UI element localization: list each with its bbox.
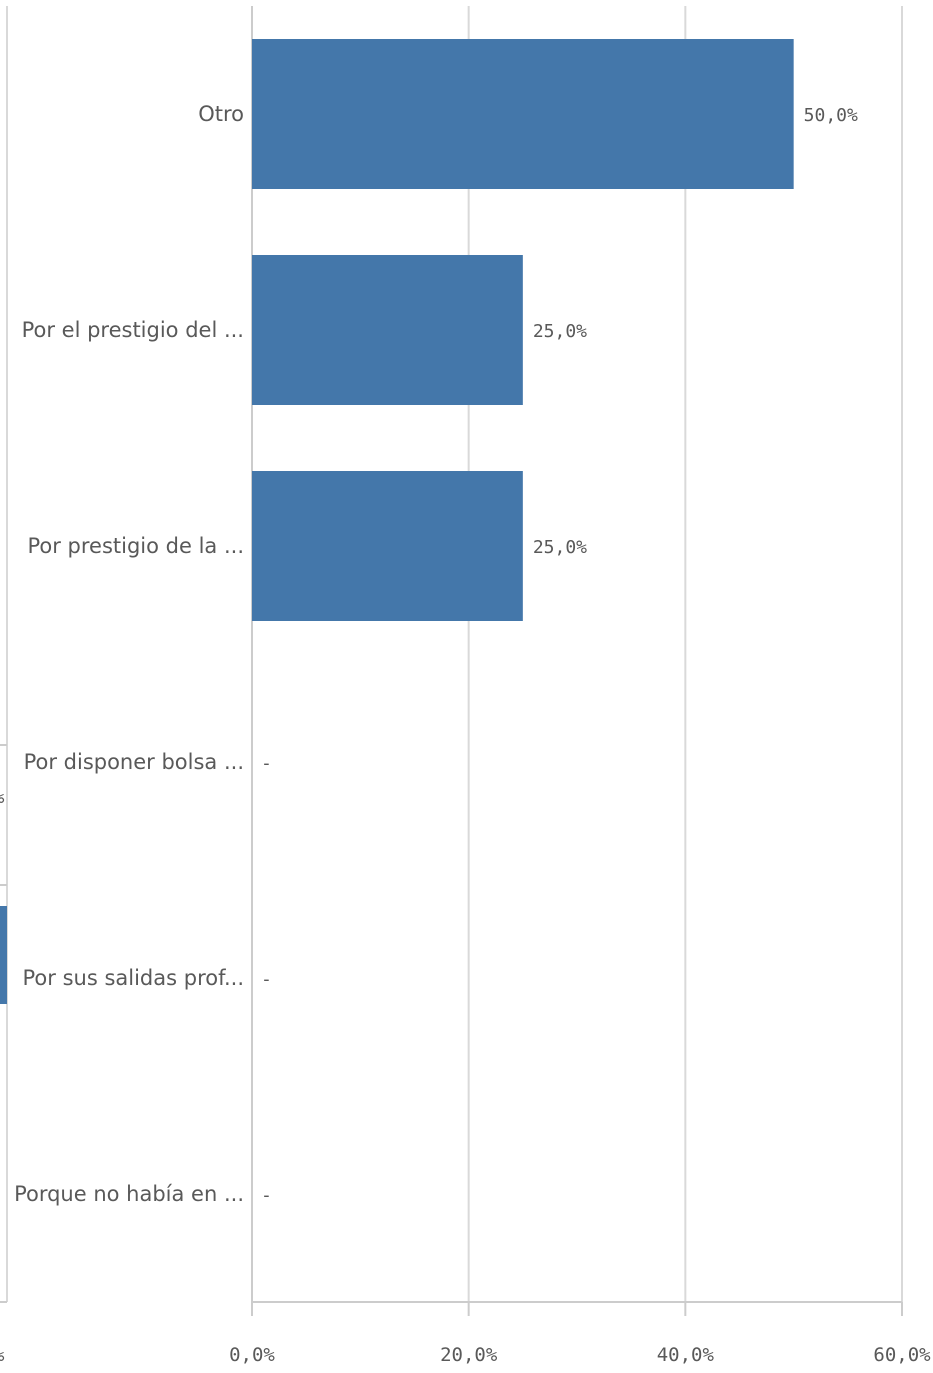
- gridlines: [251, 6, 903, 1316]
- x-tick-labels: 0,0% 20,0% 40,0% 60,0%: [229, 1344, 931, 1366]
- data-label: -: [261, 753, 272, 774]
- bars: [252, 39, 794, 621]
- category-label: Por disponer bolsa ...: [24, 750, 244, 774]
- category-label: Porque no había en ...: [14, 1182, 244, 1206]
- data-labels: 50,0% 25,0% 25,0% - - -: [261, 105, 858, 1206]
- data-label: -: [261, 969, 272, 990]
- category-label: Por sus salidas prof...: [23, 966, 244, 990]
- data-label: 25,0%: [533, 321, 587, 342]
- bar[interactable]: [252, 255, 523, 405]
- x-tick-label: 20,0%: [440, 1344, 498, 1366]
- x-tick-label: 40,0%: [657, 1344, 715, 1366]
- category-label: Por el prestigio del ...: [22, 318, 244, 342]
- data-label: 50,0%: [804, 105, 858, 126]
- left-partial-panel: %%: [0, 6, 8, 1366]
- category-label: Otro: [198, 102, 244, 126]
- bar[interactable]: [252, 39, 794, 189]
- x-tick-label: 0,0%: [229, 1344, 275, 1366]
- category-labels: Otro Por el prestigio del ... Por prestigi…: [14, 102, 244, 1206]
- left-panel-bar: [0, 906, 7, 1004]
- bar[interactable]: [252, 471, 523, 621]
- category-label: Por prestigio de la ...: [27, 534, 244, 558]
- data-label: -: [261, 1185, 272, 1206]
- x-tick-label: 60,0%: [873, 1344, 931, 1366]
- left-panel-tick-label: %: [0, 786, 5, 808]
- left-panel-axis-label: %: [0, 1344, 5, 1366]
- data-label: 25,0%: [533, 537, 587, 558]
